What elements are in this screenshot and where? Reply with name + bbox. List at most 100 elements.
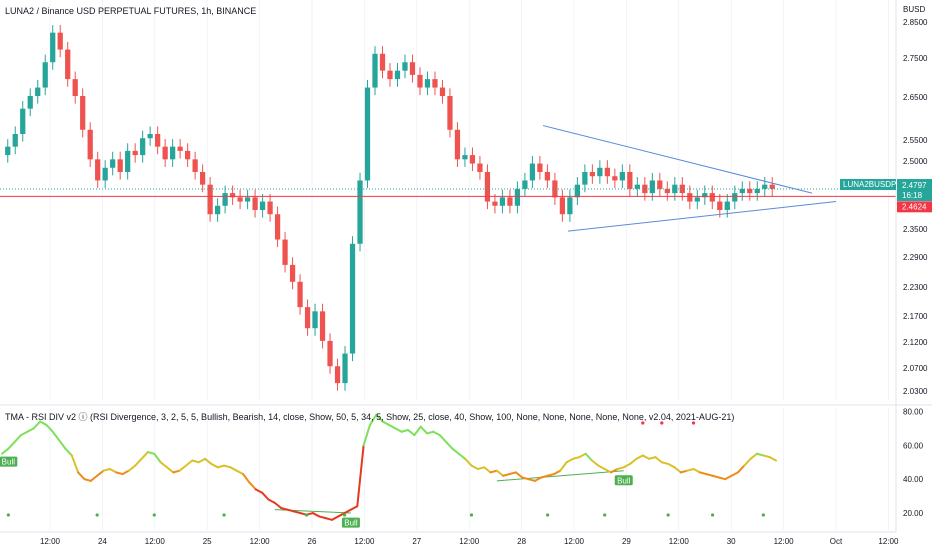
rsi-line-segment: [159, 461, 168, 469]
time-tick-label: 30: [727, 537, 736, 546]
candle-body: [732, 193, 738, 202]
rsi-line-segment: [324, 517, 333, 521]
bear-signal-dot: [691, 421, 696, 425]
candle-body: [627, 172, 633, 189]
candle-body: [155, 134, 161, 147]
candle-body: [282, 239, 288, 265]
time-tick-label: 12:00: [40, 537, 61, 546]
price-tick-label: 2.1200: [903, 338, 928, 347]
candle-body: [604, 167, 610, 177]
rsi-line-segment: [70, 454, 80, 474]
candle-body: [177, 146, 183, 151]
rsi-line-segment: [204, 457, 213, 465]
rsi-line-segment: [223, 464, 232, 469]
rsi-tick-label: 40.00: [903, 475, 924, 484]
price-ticks: 2.85002.75002.65002.55002.50002.40002.35…: [903, 18, 928, 396]
candle-body: [334, 366, 341, 384]
candle-body: [747, 188, 753, 194]
rsi-line-segment: [705, 473, 714, 477]
candle-body: [27, 96, 33, 109]
rsi-line-segment: [178, 464, 187, 472]
candle-body: [454, 129, 461, 160]
candle-body: [634, 184, 640, 189]
candle-body: [102, 167, 108, 181]
candle-body: [589, 172, 595, 177]
candle-body: [297, 281, 303, 308]
rsi-line-segment: [254, 488, 264, 494]
candle-body: [117, 159, 123, 172]
time-tick-label: 24: [98, 537, 107, 546]
rsi-line-segment: [261, 491, 270, 501]
candle-body: [687, 193, 693, 202]
price-panel[interactable]: LUNA2 / Binance USD PERPETUAL FUTURES, 1…: [0, 0, 896, 400]
candle-body: [349, 243, 356, 354]
rsi-line-segment: [26, 427, 35, 433]
rsi-line-segment: [172, 469, 181, 474]
main-title: LUNA2 / Binance USD PERPETUAL FUTURES, 1…: [5, 6, 256, 16]
rsi-line-segment: [686, 468, 695, 472]
bear-signal-dot: [660, 421, 664, 425]
reference-price-badge-label: 2.4624: [902, 202, 927, 211]
candle-body: [717, 201, 723, 210]
time-axis[interactable]: 12:00 24 12:00 25 12:00 26 12:00 27 12:00 28 12:00…: [0, 531, 899, 546]
rsi-line-segment: [318, 515, 327, 520]
rsi-title: TMA - RSI DIV v2 ⓘ (RSI Divergence, 3, 2…: [5, 412, 734, 422]
rsi-panel[interactable]: Bull Bull Bull TMA - RSI DIV v2 ⓘ (RSI Div…: [0, 407, 924, 530]
candle-body: [192, 159, 198, 172]
rsi-line-segment: [768, 456, 777, 462]
triangle-lower-trendline: [567, 201, 837, 232]
rsi-line-segment: [667, 462, 676, 469]
candles: [5, 25, 775, 391]
price-tick-label: 2.5000: [903, 157, 928, 166]
rsi-line-segment: [229, 466, 238, 472]
rsi-line-segment: [660, 461, 670, 465]
bull-signal-dot: [469, 513, 474, 517]
rsi-line-segment: [153, 452, 162, 464]
rsi-line-segment: [248, 481, 257, 491]
bear-signal-dot: [641, 421, 645, 425]
bull-signal-dot: [304, 513, 309, 517]
bull-signal-dot: [603, 513, 607, 517]
candle-body: [432, 79, 438, 88]
candle-body: [694, 197, 700, 202]
rsi-line-segment: [286, 508, 295, 513]
candle-body: [642, 184, 648, 194]
price-axis[interactable]: BUSD 2.85002.75002.65002.55002.50002.400…: [840, 0, 932, 532]
candle-body: [492, 201, 498, 206]
rsi-line-segment: [58, 439, 67, 450]
candle-body: [724, 201, 730, 210]
candle-body: [357, 180, 363, 244]
bull-badge-bg: [614, 475, 633, 486]
candle-body: [499, 197, 506, 206]
candle-body: [132, 150, 138, 156]
candle-body: [87, 129, 93, 160]
candle-body: [57, 32, 63, 50]
rsi-line-segment: [45, 423, 54, 433]
candle-body: [222, 193, 228, 206]
rsi-line-segment: [749, 452, 758, 460]
bull-signal-dot: [710, 513, 715, 517]
rsi-line-segment: [121, 469, 130, 476]
rsi-line-segment: [457, 452, 467, 460]
bull-signal-dot: [6, 513, 10, 517]
time-tick-label: 12:00: [878, 537, 899, 546]
candle-body: [574, 184, 581, 198]
rsi-line-segment: [311, 512, 321, 518]
candle-body: [80, 96, 86, 130]
rsi-line-segment: [349, 505, 359, 511]
rsi-line-segment: [96, 469, 105, 477]
candle-body: [544, 172, 551, 181]
rsi-line-segment: [533, 476, 543, 482]
rsi-line-segment: [1, 447, 10, 455]
rsi-line-segment: [197, 457, 207, 464]
bull-signal-dot: [222, 513, 226, 517]
candle-body: [252, 197, 258, 210]
rsi-line-segment: [337, 512, 346, 518]
time-tick-label: 26: [308, 537, 317, 546]
bull-badge-label: Bull: [2, 458, 16, 467]
price-tick-label: 2.5500: [903, 136, 928, 145]
rsi-line: [1, 413, 777, 521]
rsi-line-segment: [622, 462, 632, 469]
triangle-pattern: [542, 125, 837, 232]
rsi-line-segment: [648, 456, 657, 460]
